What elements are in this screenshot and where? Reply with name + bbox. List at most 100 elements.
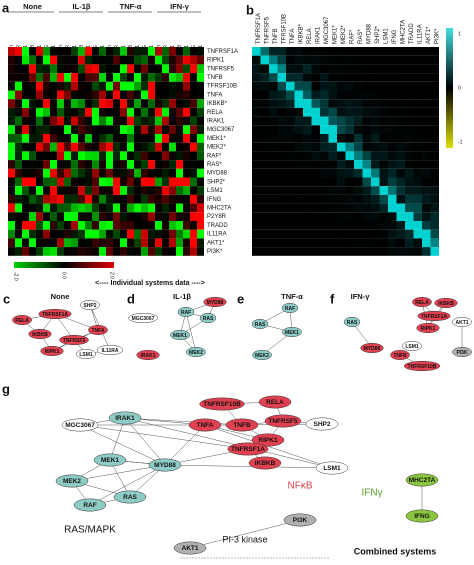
heatmap-cell <box>294 55 303 65</box>
heatmap-cell <box>169 90 176 100</box>
edge <box>164 424 206 466</box>
heatmap-cell <box>388 160 397 169</box>
heatmap-cell <box>379 134 388 143</box>
panel-letter: b <box>246 2 254 17</box>
heatmap-cell <box>303 186 312 195</box>
heatmap-cell <box>36 142 43 152</box>
heatmap-cell <box>354 177 363 187</box>
heatmap-cell <box>169 55 176 65</box>
heatmap-cell <box>50 55 57 65</box>
heatmap-cell <box>190 151 197 161</box>
heatmap-cell <box>8 99 15 108</box>
heatmap-cell <box>252 194 261 204</box>
heatmap-cell <box>430 186 439 195</box>
node <box>28 329 52 339</box>
heatmap-cell <box>169 194 176 204</box>
column-label: MEK2* <box>341 25 347 44</box>
heatmap-cell <box>141 99 148 108</box>
heatmap-cell <box>396 221 405 230</box>
heatmap-cell <box>379 125 388 134</box>
row-label: RAS* <box>207 162 222 168</box>
heatmap-cell <box>320 73 329 82</box>
heatmap-cell <box>169 64 176 74</box>
heatmap-cell <box>43 134 50 143</box>
heatmap-cell <box>190 55 197 65</box>
heatmap-cell <box>120 107 127 117</box>
heatmap-cell <box>141 116 148 126</box>
condition-label: IL-1β <box>73 2 91 11</box>
heatmap-cell <box>396 107 405 117</box>
heatmap-cell <box>141 73 148 82</box>
heatmap-cell <box>345 168 354 178</box>
heatmap-cell <box>345 73 354 82</box>
heatmap-cell <box>252 229 261 239</box>
heatmap-cell <box>64 229 71 239</box>
heatmap-cell <box>29 116 36 126</box>
column-label: TFRSF10B <box>281 14 287 44</box>
heatmap-cell <box>134 99 141 108</box>
heatmap-cell <box>197 125 204 134</box>
heatmap-cell <box>71 194 78 204</box>
heatmap-cell <box>190 186 197 195</box>
heatmap-cell <box>127 221 134 230</box>
heatmap-cell <box>320 160 329 169</box>
heatmap-cell <box>320 229 329 239</box>
heatmap-cell <box>190 229 197 239</box>
heatmap-cell <box>362 221 371 230</box>
heatmap-cell <box>113 81 120 91</box>
heatmap-cell <box>252 81 261 91</box>
heatmap-cell <box>106 107 113 117</box>
heatmap-cell <box>36 203 43 213</box>
heatmap-cell <box>183 99 190 108</box>
heatmap-cell <box>57 107 64 117</box>
heatmap-cell <box>92 203 99 213</box>
heatmap-cell <box>277 177 286 187</box>
heatmap-cell <box>197 160 204 169</box>
heatmap-cell <box>148 203 155 213</box>
heatmap-cell <box>388 134 397 143</box>
heatmap-cell <box>127 134 134 143</box>
heatmap-cell <box>141 203 148 213</box>
heatmap-cell <box>176 151 183 161</box>
heatmap-cell <box>92 73 99 82</box>
heatmap-cell <box>106 142 113 152</box>
heatmap-cell <box>162 99 169 108</box>
heatmap-cell <box>303 160 312 169</box>
heatmap-cell <box>371 47 380 56</box>
heatmap-cell <box>99 142 106 152</box>
heatmap-cell <box>413 229 422 239</box>
heatmap-cell <box>303 221 312 230</box>
heatmap-cell <box>148 177 155 187</box>
heatmap-cell <box>127 186 134 195</box>
heatmap-cell <box>405 160 414 169</box>
heatmap-cell <box>328 151 337 161</box>
heatmap-cell <box>260 125 269 134</box>
heatmap-cell <box>71 142 78 152</box>
heatmap-cell <box>354 186 363 195</box>
edge <box>71 464 166 482</box>
heatmap-cell <box>148 238 155 248</box>
heatmap-cell <box>169 221 176 230</box>
heatmap-cell <box>134 142 141 152</box>
heatmap-cell <box>29 186 36 195</box>
heatmap-cell <box>8 168 15 178</box>
heatmap-cell <box>430 125 439 134</box>
heatmap-cell <box>413 99 422 108</box>
heatmap-cell <box>113 229 120 239</box>
heatmap-cell <box>92 55 99 65</box>
heatmap-cell <box>269 168 278 178</box>
heatmap-cell <box>148 90 155 100</box>
heatmap-cell <box>430 194 439 204</box>
heatmap-cell <box>155 142 162 152</box>
heatmap-cell <box>260 203 269 213</box>
heatmap-cell <box>328 221 337 230</box>
heatmap-cell <box>328 238 337 248</box>
heatmap-cell <box>354 81 363 91</box>
node-label: IKBKB <box>438 301 454 307</box>
heatmap-cell <box>354 168 363 178</box>
edge <box>89 464 166 506</box>
heatmap-cell <box>183 151 190 161</box>
heatmap-cell <box>413 212 422 221</box>
heatmap-cell <box>155 55 162 65</box>
heatmap-cell <box>396 238 405 248</box>
